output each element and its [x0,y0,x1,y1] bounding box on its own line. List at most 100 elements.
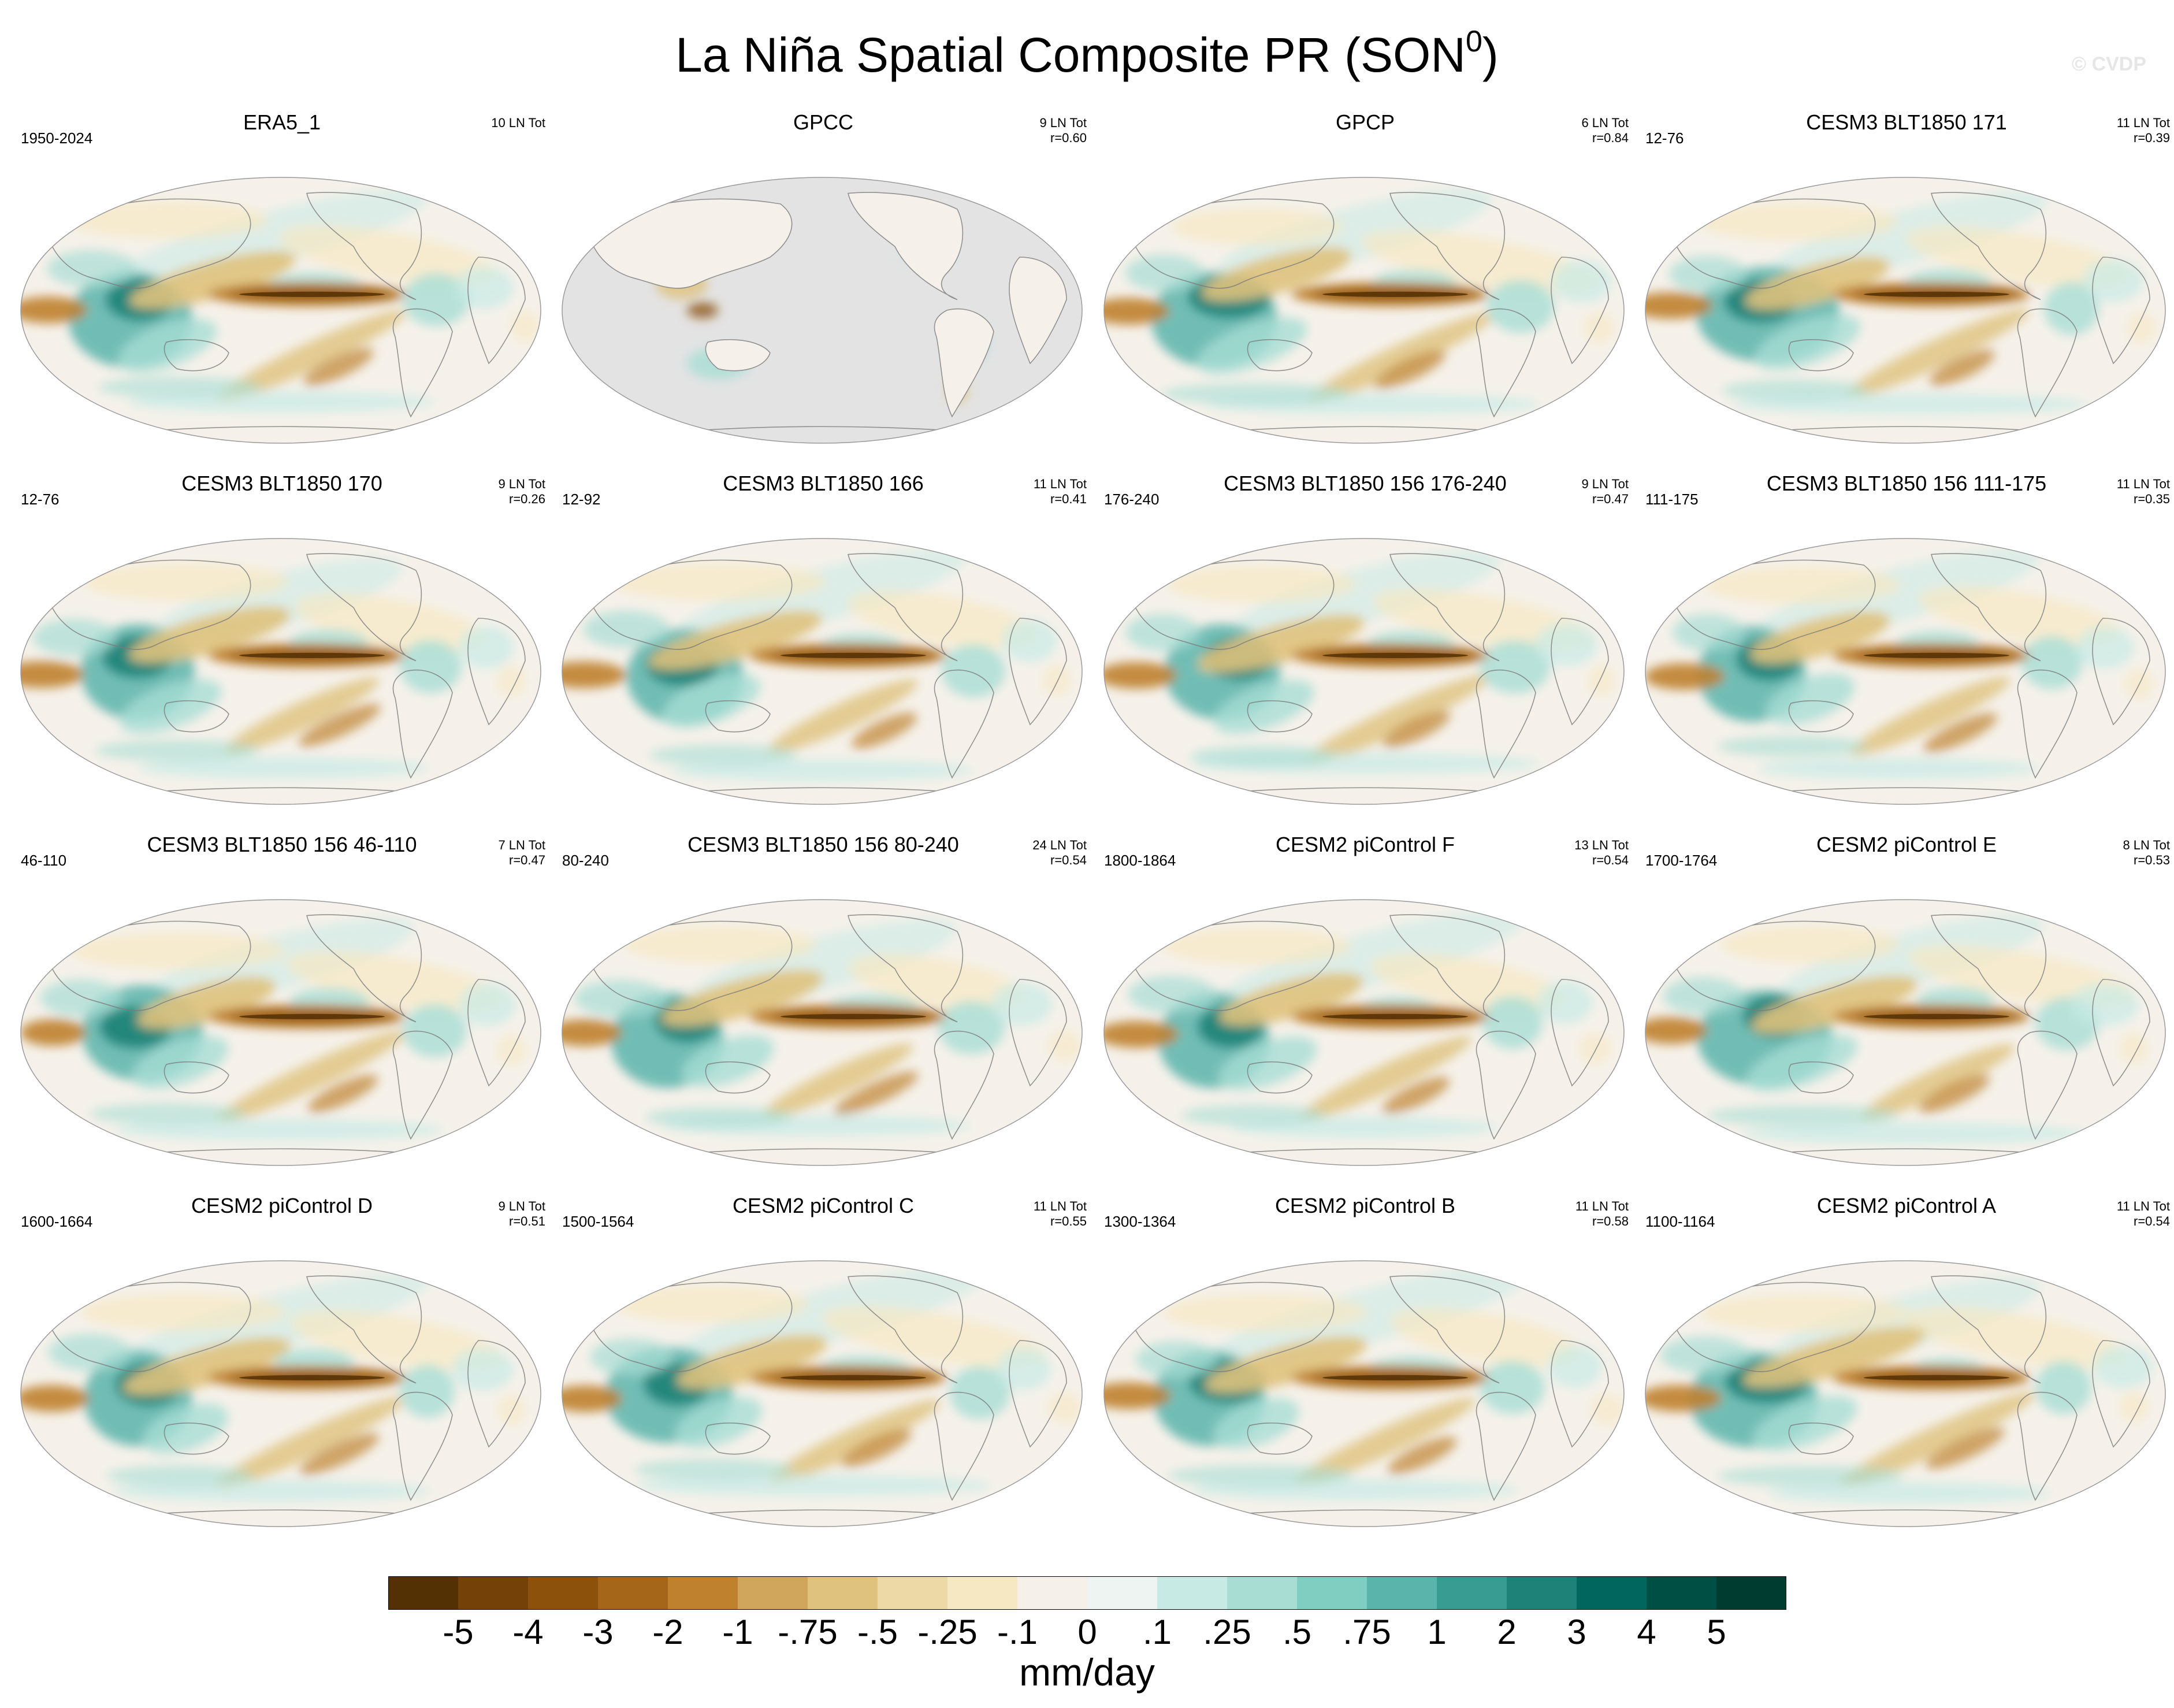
pattern-correlation: r=0.54 [1592,853,1629,867]
map-projection [1645,899,2166,1166]
map-panel: CESM2 piControl F 1800-1864 13 LN Tot r=0.5… [1094,832,1637,1190]
colorbar-tick-label: -5 [443,1613,474,1651]
panel-title: GPCP [1335,110,1395,134]
map-panel: CESM2 piControl C 1500-1564 11 LN Tot r=0.5… [552,1193,1095,1551]
colorbar-swatch [1437,1576,1507,1610]
pattern-correlation: r=0.41 [1050,492,1087,506]
map-projection [20,538,541,805]
map-border [1103,538,1625,805]
event-count: 7 LN Tot [498,838,545,852]
map-panel: CESM2 piControl D 1600-1664 9 LN Tot r=0.51 [10,1193,553,1551]
panel-title: CESM2 piControl F [1275,833,1455,856]
pattern-correlation: r=0.35 [2134,492,2170,506]
event-count: 9 LN Tot [1039,116,1087,130]
map-field [562,1261,1082,1527]
colorbar-swatch [738,1576,808,1610]
colorbar-tick-label: 3 [1567,1613,1586,1651]
map-border [562,177,1083,444]
colorbar-swatch [668,1576,738,1610]
pattern-correlation: r=0.47 [509,853,545,867]
map-border [1103,1260,1625,1527]
panel-title: CESM3 BLT1850 166 [723,471,924,495]
event-stats-label: 8 LN Tot r=0.53 [2123,838,2170,868]
colorbar [388,1576,1786,1610]
event-stats-label: 11 LN Tot r=0.41 [1034,477,1087,507]
map-field [562,900,1082,1165]
colorbar-tick-label: .25 [1203,1613,1251,1651]
colorbar-tick-label: -.75 [778,1613,838,1651]
pattern-correlation: r=0.53 [2134,853,2170,867]
year-range-label: 46-110 [21,852,67,869]
map-projection [562,1260,1083,1527]
event-count: 9 LN Tot [1581,477,1629,491]
event-count: 11 LN Tot [1575,1199,1629,1213]
map-panel: CESM2 piControl A 1100-1164 11 LN Tot r=0.5… [1635,1193,2174,1551]
map-field [21,539,541,804]
colorbar-tick-label: -.1 [997,1613,1038,1651]
map-projection [1103,899,1625,1166]
event-stats-label: 11 LN Tot r=0.39 [2117,116,2170,146]
map-projection [1645,538,2166,805]
event-stats-label: 11 LN Tot r=0.54 [2117,1199,2170,1229]
map-projection [562,177,1083,444]
event-stats-label: 6 LN Tot r=0.84 [1581,116,1629,146]
map-panel: ERA5_1 1950-2024 10 LN Tot [10,110,553,468]
colorbar-tick-label: -3 [582,1613,614,1651]
map-border [1645,899,2166,1166]
colorbar-swatch [1716,1576,1786,1610]
panel-title: GPCC [793,110,853,134]
event-count: 24 LN Tot [1032,838,1087,852]
panel-title: CESM3 BLT1850 156 176-240 [1224,471,1507,495]
colorbar-tick-label: .1 [1142,1613,1172,1651]
map-border [1103,177,1625,444]
map-panel: CESM3 BLT1850 156 176-240 176-240 9 LN Tot… [1094,471,1637,829]
event-stats-label: 9 LN Tot r=0.60 [1039,116,1087,146]
event-count: 10 LN Tot [491,116,545,130]
colorbar-swatch [1577,1576,1647,1610]
event-stats-label: 10 LN Tot [491,116,545,131]
panel-title: CESM3 BLT1850 156 111-175 [1766,471,2047,495]
year-range-label: 1300-1364 [1104,1213,1176,1230]
pattern-correlation: r=0.84 [1592,131,1629,145]
map-panel: CESM3 BLT1850 156 46-110 46-110 7 LN Tot r=… [10,832,553,1190]
colorbar-tick-label: 5 [1707,1613,1726,1651]
colorbar-tick-label: -.25 [917,1613,978,1651]
colorbar-swatch [947,1576,1018,1610]
colorbar-units: mm/day [1019,1651,1155,1694]
map-field [1645,1261,2165,1527]
year-range-label: 1800-1864 [1104,852,1176,869]
map-projection [562,538,1083,805]
event-stats-label: 13 LN Tot r=0.54 [1574,838,1629,868]
event-count: 6 LN Tot [1581,116,1629,130]
event-count: 11 LN Tot [2116,116,2170,130]
pattern-correlation: r=0.39 [2134,131,2170,145]
pattern-correlation: r=0.51 [509,1214,545,1228]
event-stats-label: 7 LN Tot r=0.47 [498,838,545,868]
map-field [562,539,1082,804]
colorbar-swatch [808,1576,878,1610]
map-projection [1645,1260,2166,1527]
map-border [562,1260,1083,1527]
colorbar-swatch [1297,1576,1367,1610]
map-border [20,177,541,444]
map-panel: CESM3 BLT1850 166 12-92 11 LN Tot r=0.41 [552,471,1095,829]
colorbar-tick-label: -2 [652,1613,683,1651]
colorbar-swatch [1367,1576,1437,1610]
figure-title: La Niña Spatial Composite PR (SON0) [675,25,1499,82]
panel-title: ERA5_1 [243,110,321,134]
colorbar-swatch [1507,1576,1577,1610]
colorbar-swatch [528,1576,599,1610]
event-stats-label: 9 LN Tot r=0.51 [498,1199,545,1229]
year-range-label: 12-76 [1645,129,1684,147]
map-border [562,538,1083,805]
map-border [1103,899,1625,1166]
map-field [1645,539,2165,804]
map-border [1645,1260,2166,1527]
year-range-label: 1100-1164 [1645,1213,1715,1230]
pattern-correlation: r=0.47 [1592,492,1629,506]
year-range-label: 1600-1664 [21,1213,93,1230]
event-count: 9 LN Tot [498,477,545,491]
map-field [1104,539,1624,804]
map-panel: CESM2 piControl E 1700-1764 8 LN Tot r=0.53 [1635,832,2174,1190]
event-count: 11 LN Tot [1033,1199,1087,1213]
